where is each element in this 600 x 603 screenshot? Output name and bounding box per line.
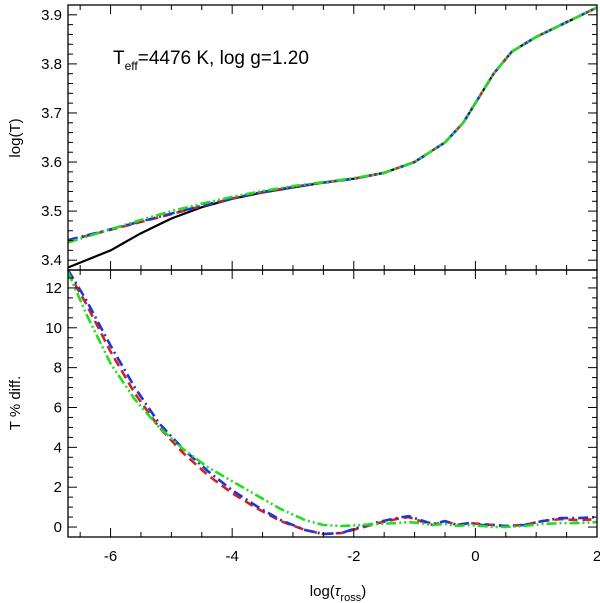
xlabel-prefix: log( xyxy=(310,583,335,600)
series-group xyxy=(68,270,597,536)
xlabel-suffix: ) xyxy=(361,583,366,600)
xlabel-tau: τ xyxy=(335,583,342,600)
top-y-axis-title: log(T) xyxy=(7,118,24,157)
y-tick-label: 4 xyxy=(54,439,62,456)
annotation-t: T xyxy=(113,48,125,69)
x-tick-label: -4 xyxy=(226,548,239,565)
y-tick-label: 3.6 xyxy=(41,154,62,171)
series-group xyxy=(68,6,597,269)
y-tick-label: 3.9 xyxy=(41,7,62,24)
y-tick-label: 8 xyxy=(54,360,62,377)
series-line-reference xyxy=(68,6,597,269)
bottom-panel: -6 -4 -2 0 2 0 2 4 6 8 10 12 xyxy=(45,269,600,565)
x-tick-label: -6 xyxy=(104,548,117,565)
xlabel-ross-subscript: ross xyxy=(340,592,361,603)
series-line-model-red xyxy=(68,6,597,242)
annotation-value: =4476 K, log g=1.20 xyxy=(138,48,309,69)
series-line-model-green xyxy=(68,6,597,244)
series-line-model-blue xyxy=(68,6,597,242)
x-tick-label: 2 xyxy=(593,548,600,565)
y-tick-label: 6 xyxy=(54,399,62,416)
y-tick-label: 3.4 xyxy=(41,252,62,269)
plot-frame xyxy=(67,269,598,538)
top-panel: 3.4 3.5 3.6 3.7 3.8 3.9 xyxy=(41,4,598,271)
y-tick-label: 12 xyxy=(45,280,62,297)
series-line-diff-red xyxy=(68,271,597,536)
y-tick-label: 3.8 xyxy=(41,56,62,73)
series-line-diff-blue xyxy=(68,270,597,536)
y-tick-label: 3.5 xyxy=(41,203,62,220)
teff-logg-annotation: Teff=4476 K, log g=1.20 xyxy=(113,48,309,73)
bottom-x-axis-title: log(τross) xyxy=(310,583,366,603)
y-tick-label: 10 xyxy=(45,320,62,337)
annotation-eff-subscript: eff xyxy=(125,59,139,73)
x-tick-label: -2 xyxy=(347,548,360,565)
series-line-diff-green xyxy=(68,271,597,529)
y-tick-label: 0 xyxy=(54,519,62,536)
y-tick-label: 2 xyxy=(54,479,62,496)
y-tick-label: 3.7 xyxy=(41,105,62,122)
x-tick-label: 0 xyxy=(471,548,479,565)
bottom-y-axis-title: T % diff. xyxy=(7,376,24,430)
